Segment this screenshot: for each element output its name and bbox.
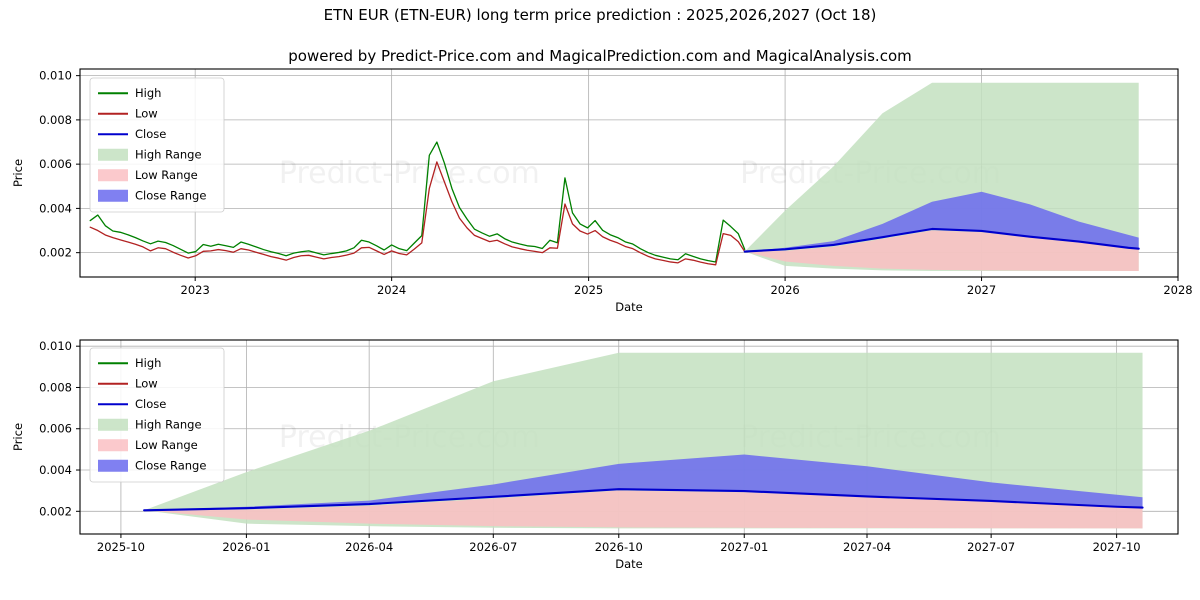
legend-swatch-low-range	[98, 439, 128, 452]
legend-label-low-range: Low Range	[135, 438, 198, 452]
series-line-close	[143, 488, 1144, 512]
series-line-low	[89, 161, 746, 266]
x-tick-label-2026-07: 2026-07	[469, 540, 517, 554]
bottom-chart-panel: Predict-Price.comPredict-Price.com0.0020…	[11, 339, 1179, 571]
legend-swatch-high-range	[98, 418, 128, 431]
y-axis-label: Price	[11, 159, 25, 187]
legend-label-low: Low	[135, 106, 158, 120]
y-tick-label-0.010: 0.010	[39, 339, 72, 353]
x-tick-label-2024: 2024	[377, 283, 406, 297]
y-tick-label-0.008: 0.008	[39, 113, 72, 127]
x-tick-label-2025-10: 2025-10	[97, 540, 145, 554]
chart-title: ETN EUR (ETN-EUR) long term price predic…	[324, 6, 877, 24]
x-tick-label-2027-10: 2027-10	[1093, 540, 1141, 554]
legend-label-close: Close	[135, 127, 166, 141]
y-tick-label-0.010: 0.010	[39, 69, 72, 83]
y-tick-label-0.006: 0.006	[39, 422, 72, 436]
x-tick-label-2025: 2025	[574, 283, 603, 297]
y-tick-label-0.004: 0.004	[39, 201, 72, 215]
x-tick-label-2027-07: 2027-07	[967, 540, 1015, 554]
x-tick-label-2027-01: 2027-01	[720, 540, 768, 554]
x-axis-label: Date	[615, 300, 643, 314]
legend-swatch-close-range	[98, 189, 128, 202]
legend-label-close-range: Close Range	[135, 188, 206, 202]
y-tick-label-0.002: 0.002	[39, 504, 72, 518]
x-tick-label-2027-04: 2027-04	[843, 540, 891, 554]
legend-swatch-low-range	[98, 169, 128, 182]
x-tick-label-2027: 2027	[967, 283, 996, 297]
chart-subtitle: powered by Predict-Price.com and Magical…	[288, 47, 912, 65]
band-low-range	[744, 230, 1139, 272]
legend-label-high: High	[135, 86, 161, 100]
legend-label-high-range: High Range	[135, 417, 202, 431]
legend-label-close: Close	[135, 397, 166, 411]
legend-label-high: High	[135, 356, 161, 370]
legend-label-high-range: High Range	[135, 147, 202, 161]
y-tick-label-0.002: 0.002	[39, 246, 72, 260]
x-tick-label-2026-01: 2026-01	[222, 540, 270, 554]
y-tick-label-0.004: 0.004	[39, 463, 72, 477]
x-tick-label-2026-10: 2026-10	[595, 540, 643, 554]
legend-swatch-high-range	[98, 148, 128, 161]
y-tick-label-0.008: 0.008	[39, 380, 72, 394]
legend: High Low Close High Range Low Range Close Ran…	[89, 77, 225, 213]
x-tick-label-2028: 2028	[1163, 283, 1192, 297]
legend-label-low-range: Low Range	[135, 168, 198, 182]
top-chart-panel: Predict-Price.comPredict-Price.com0.0020…	[11, 68, 1193, 314]
x-tick-label-2026-04: 2026-04	[345, 540, 393, 554]
x-axis-label: Date	[615, 557, 643, 571]
band-low-range	[144, 490, 1143, 529]
watermark-text-1: Predict-Price.com	[279, 156, 540, 191]
plot-border	[79, 68, 1179, 278]
series-line-high	[89, 141, 746, 263]
legend: High Low Close High Range Low Range Close Ran…	[89, 347, 225, 483]
band-close-range	[744, 191, 1139, 252]
legend-label-close-range: Close Range	[135, 458, 206, 472]
x-tick-label-2026: 2026	[770, 283, 799, 297]
y-axis-label: Price	[11, 423, 25, 451]
y-tick-label-0.006: 0.006	[39, 157, 72, 171]
plot-border	[79, 339, 1179, 535]
legend-swatch-close-range	[98, 459, 128, 472]
series-line-close	[743, 227, 1140, 253]
x-tick-label-2023: 2023	[181, 283, 210, 297]
legend-label-low: Low	[135, 376, 158, 390]
band-close-range	[144, 454, 1143, 511]
